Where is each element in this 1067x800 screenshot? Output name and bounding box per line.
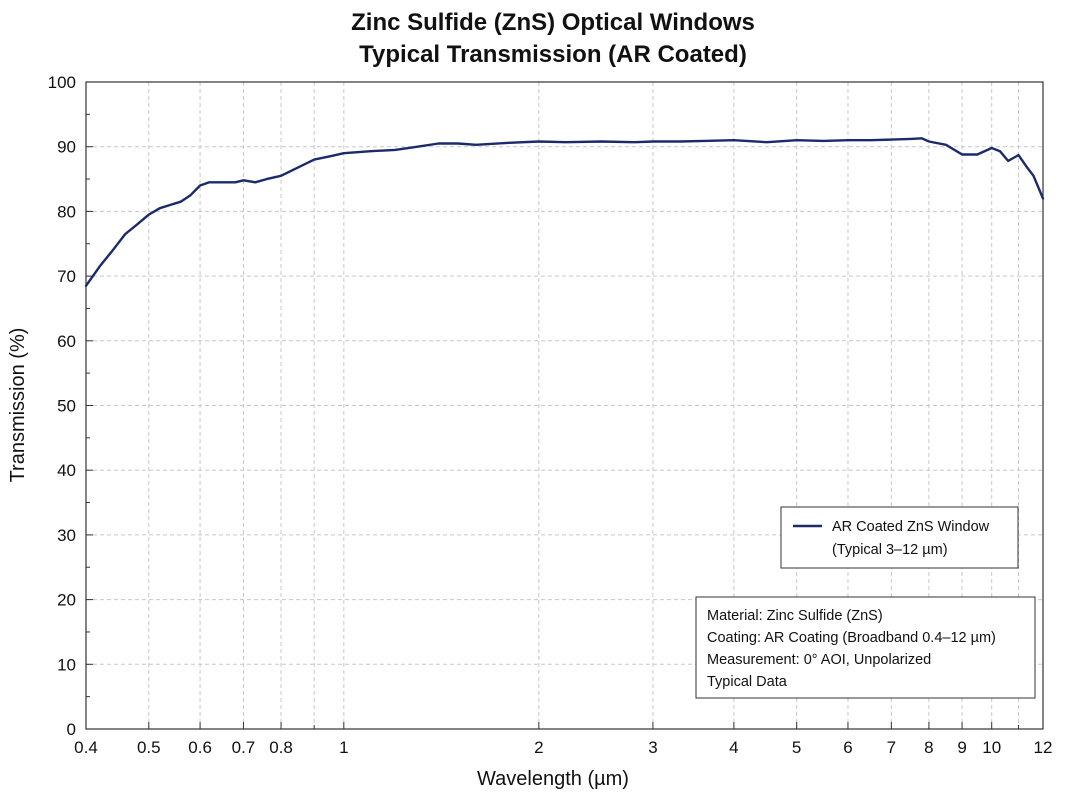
x-tick-label: 2 [534,738,543,757]
y-tick-label: 80 [57,202,76,221]
series-layer [84,137,1045,287]
x-tick-label: 10 [982,738,1001,757]
x-tick-label: 1 [339,738,348,757]
y-tick-label: 30 [57,526,76,545]
y-tick-label: 100 [48,73,76,92]
axis-ticks: 0.4 0.5 0.6 0.7 0.8 1 2 3 4 5 6 7 8 9 10 12010203040506… [48,73,1053,757]
legend-box [780,506,1019,569]
x-tick-label: 0.8 [269,738,293,757]
y-tick-label: 60 [57,332,76,351]
x-axis-label: Wavelength (µm) [477,768,629,790]
y-tick-label: 20 [57,591,76,610]
info-box-frame [695,596,1036,699]
x-tick-label: 3 [648,738,657,757]
info-material: Material: Zinc Sulfide (ZnS) [707,608,883,624]
series-line-0 [84,137,1045,287]
y-tick-label: 10 [57,655,76,674]
y-tick-label: 0 [67,720,76,739]
y-tick-label: 40 [57,461,76,480]
x-tick-label: 6 [843,738,852,757]
x-tick-label: 7 [887,738,896,757]
info-measurement: Measurement: 0° AOI, Unpolarized [707,652,931,668]
chart-subtitle: Typical Transmission (AR Coated) [359,41,747,68]
info-box: Material: Zinc Sulfide (ZnS) Coating: AR… [695,596,1036,699]
y-tick-label: 90 [57,138,76,157]
y-tick-label: 50 [57,397,76,416]
legend: AR Coated ZnS Window (Typical 3–12 µm) [780,506,1019,569]
x-tick-label: 4 [729,738,738,757]
y-tick-label: 70 [57,267,76,286]
chart-title: Zinc Sulfide (ZnS) Optical Windows [351,9,755,36]
info-coating: Coating: AR Coating (Broadband 0.4–12 µm… [707,630,996,646]
x-tick-label: 0.5 [137,738,161,757]
legend-entry-sublabel: (Typical 3–12 µm) [832,542,948,558]
x-tick-label: 12 [1034,738,1053,757]
info-typical: Typical Data [707,674,788,690]
x-tick-label: 8 [924,738,933,757]
legend-entry-label: AR Coated ZnS Window [832,519,990,535]
x-tick-label: 5 [792,738,801,757]
x-tick-label: 0.6 [188,738,212,757]
x-tick-label: 9 [957,738,966,757]
x-tick-label: 0.4 [74,738,98,757]
y-axis-label: Transmission (%) [7,328,29,483]
x-tick-label: 0.7 [232,738,256,757]
